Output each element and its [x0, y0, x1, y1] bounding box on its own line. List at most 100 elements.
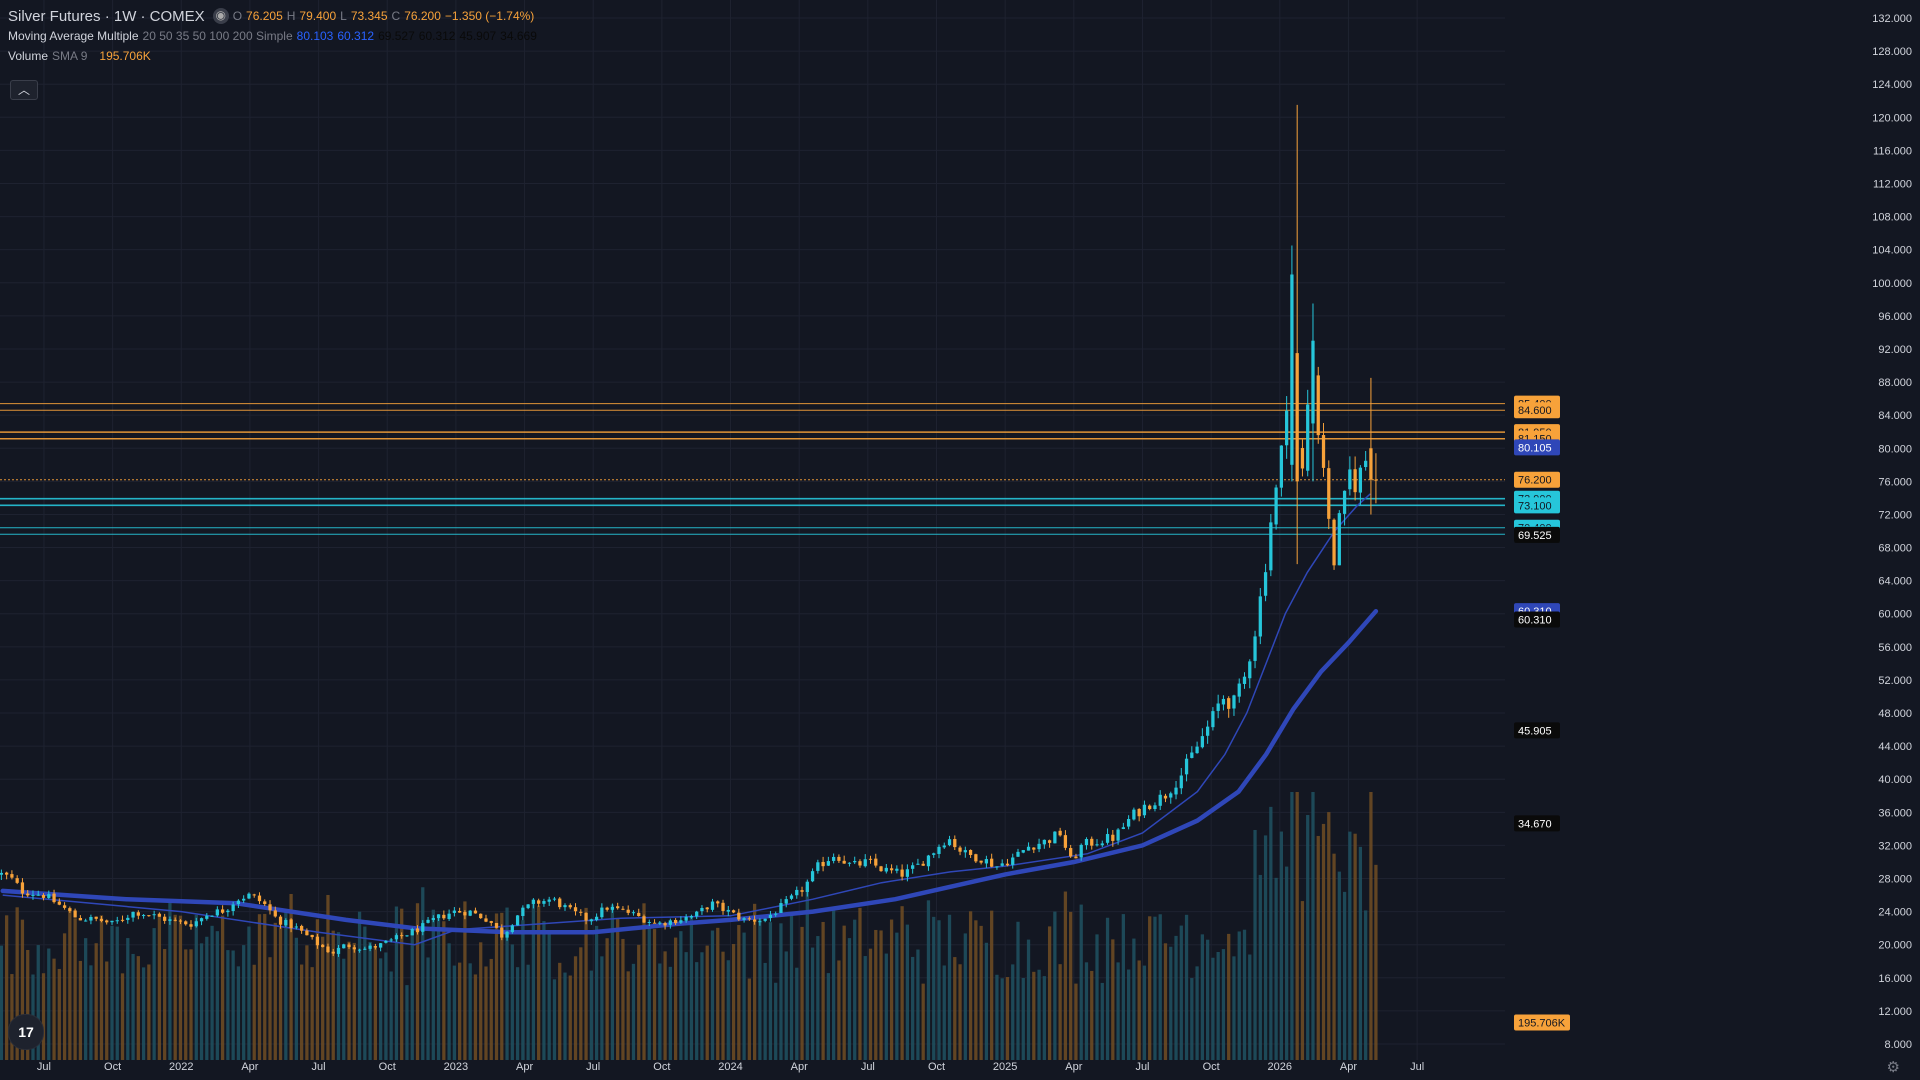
- eye-icon[interactable]: ◉: [212, 8, 229, 24]
- volume-bar: [352, 942, 356, 1060]
- candle-body: [758, 921, 762, 923]
- volume-bar: [89, 965, 93, 1060]
- candle-body: [1258, 596, 1262, 637]
- volume-bar: [105, 961, 109, 1060]
- volume-bar: [1132, 938, 1136, 1060]
- candle-body: [816, 862, 820, 871]
- candle-body: [273, 910, 277, 917]
- volume-name[interactable]: Volume: [8, 49, 49, 63]
- price-badge-label: 73.100: [1518, 500, 1552, 512]
- volume-bar: [141, 967, 146, 1060]
- volume-bar: [763, 962, 767, 1060]
- time-tick-label: Jul: [1410, 1061, 1424, 1073]
- volume-bar: [373, 946, 377, 1060]
- volume-bar: [1037, 969, 1041, 1060]
- volume-bar: [1153, 916, 1157, 1060]
- volume-bar: [758, 916, 762, 1060]
- candle-body: [47, 894, 51, 898]
- volume-bar: [310, 967, 314, 1060]
- time-tick-label: 2023: [444, 1061, 468, 1073]
- candle-body: [1105, 834, 1110, 843]
- candle-body: [979, 860, 983, 863]
- volume-bar: [384, 952, 388, 1060]
- volume-bar: [189, 949, 193, 1060]
- volume-bar: [1216, 951, 1220, 1060]
- candle-body: [916, 863, 920, 865]
- time-axis[interactable]: Jul Oct 2022 Apr Jul Oct 2023 Apr Jul Oct 2024 Apr J…: [37, 1061, 1424, 1073]
- volume-bar: [10, 974, 14, 1060]
- volume-bar: [673, 937, 678, 1060]
- candle-body: [779, 903, 783, 913]
- volume-bar: [963, 933, 967, 1060]
- volume-bar: [947, 914, 952, 1060]
- candle-body: [205, 915, 209, 919]
- volume-bar: [147, 964, 151, 1060]
- candle-body: [737, 912, 741, 920]
- volume-bar: [1021, 977, 1025, 1060]
- ma-thin-line: [2, 493, 1371, 946]
- candle-body: [1269, 522, 1273, 571]
- price-tick-label: 32.000: [1878, 840, 1912, 852]
- volume-bar: [958, 964, 962, 1060]
- candle-body: [568, 905, 572, 908]
- volume-bar: [26, 949, 30, 1060]
- volume-bar: [942, 965, 946, 1060]
- time-tick-label: Oct: [1203, 1061, 1220, 1073]
- ma-legend[interactable]: Moving Average Multiple 20 50 35 50 100 …: [8, 26, 541, 46]
- volume-bar: [779, 923, 783, 1060]
- price-lines: [0, 403, 1505, 535]
- volume-bar: [521, 920, 525, 1060]
- volume-bar: [747, 978, 751, 1060]
- volume-bar: [1084, 962, 1089, 1060]
- ma-name[interactable]: Moving Average Multiple: [8, 29, 139, 43]
- volume-bar: [805, 886, 809, 1060]
- price-badge-label: 45.905: [1518, 725, 1552, 737]
- volume-bar: [1263, 835, 1268, 1060]
- close-label: C: [391, 9, 401, 23]
- price-axis[interactable]: 132.000 128.000 124.000 120.000 116.000 112.0…: [1505, 0, 1920, 1080]
- price-badges: 85.40084.60081.95081.15080.10576.20073.9…: [1514, 395, 1570, 1031]
- time-tick-label: Apr: [1340, 1061, 1357, 1073]
- candle-body: [1332, 519, 1336, 566]
- ma-value-4: 60.312: [418, 29, 456, 43]
- candle-body: [1137, 808, 1141, 817]
- collapse-legend-button[interactable]: ︿: [10, 80, 38, 100]
- candle-body: [136, 912, 140, 916]
- candle-body: [1179, 775, 1183, 789]
- volume-bar: [605, 938, 609, 1060]
- volume-bar: [1116, 962, 1120, 1060]
- volume-bar: [1074, 983, 1078, 1060]
- volume-legend[interactable]: Volume SMA 9 195.706K: [8, 46, 541, 66]
- volume-bar: [99, 915, 104, 1060]
- time-tick-label: 2024: [718, 1061, 742, 1073]
- candle-body: [463, 912, 467, 916]
- volume-bar: [152, 928, 156, 1060]
- candle-body: [389, 939, 393, 941]
- candle-body: [953, 839, 957, 848]
- volume-bar: [821, 921, 825, 1060]
- candle-body: [84, 920, 88, 922]
- volume-bar: [131, 953, 135, 1060]
- symbol-title[interactable]: Silver Futures · 1W · COMEX: [8, 7, 205, 25]
- volume-bar: [1011, 964, 1015, 1060]
- candle-body: [947, 839, 952, 846]
- candle-body: [242, 898, 246, 901]
- volume-bar: [847, 938, 852, 1060]
- candle-body: [1227, 698, 1231, 709]
- time-tick-label: Oct: [379, 1061, 396, 1073]
- price-tick-label: 108.000: [1872, 212, 1912, 224]
- gear-icon[interactable]: ⚙: [1886, 1059, 1900, 1076]
- time-tick-label: Apr: [791, 1061, 808, 1073]
- volume-bar: [184, 949, 188, 1060]
- tradingview-logo[interactable]: 17: [8, 1014, 44, 1050]
- candle-body: [968, 849, 973, 855]
- candle-body: [1153, 805, 1157, 809]
- candle-body: [1364, 460, 1368, 468]
- volume-bar: [911, 956, 915, 1060]
- volume-bar: [1184, 914, 1189, 1060]
- change-value: −1.350 (−1.74%): [444, 9, 535, 23]
- candle-body: [189, 924, 193, 927]
- volume-bar: [1237, 931, 1241, 1060]
